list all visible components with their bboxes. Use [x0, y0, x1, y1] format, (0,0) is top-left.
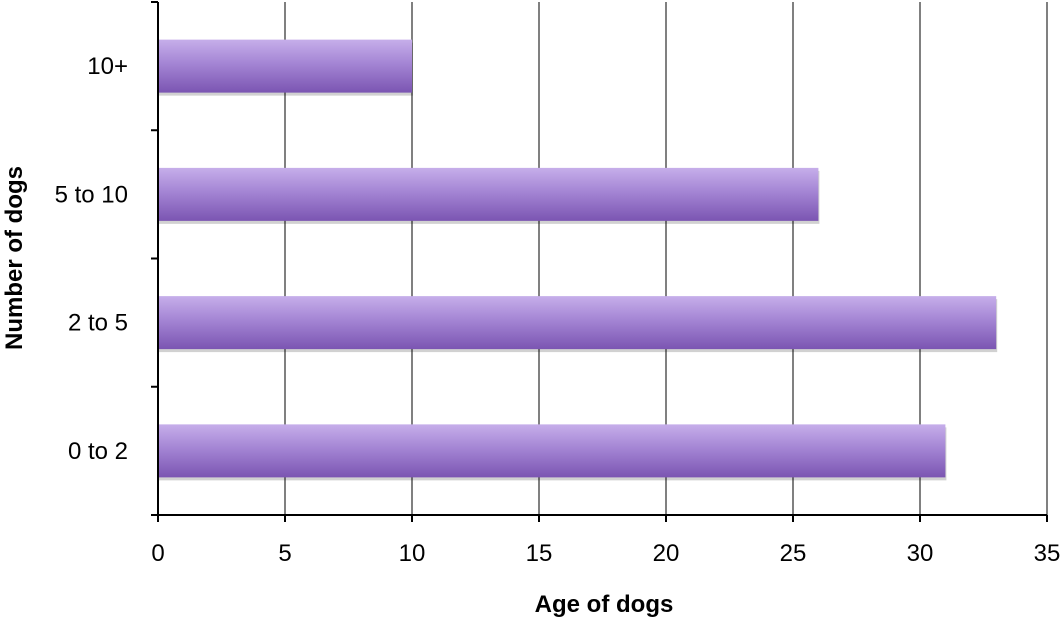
y-tick-label: 10+ — [87, 53, 128, 80]
x-tick-label: 10 — [399, 540, 426, 567]
bar — [158, 296, 997, 350]
x-tick-label: 0 — [151, 540, 164, 567]
y-axis-title: Number of dogs — [1, 166, 28, 350]
bar — [158, 167, 819, 221]
bars — [158, 39, 998, 481]
x-tick-label: 35 — [1034, 540, 1061, 567]
y-tick-label: 5 to 10 — [55, 181, 128, 208]
x-axis-title: Age of dogs — [535, 591, 674, 618]
x-tick-label: 5 — [278, 540, 291, 567]
tick-labels: 0 to 2 2 to 5 5 to 10 10+ 0 5 10 15 20 25 30 35 — [55, 53, 1061, 567]
y-tick-label: 0 to 2 — [68, 438, 128, 465]
x-tick-label: 25 — [780, 540, 807, 567]
x-tick-label: 30 — [907, 540, 934, 567]
x-tick-label: 20 — [653, 540, 680, 567]
bar — [158, 424, 946, 478]
axes — [151, 1, 1048, 522]
x-tick-label: 15 — [526, 540, 553, 567]
bar — [158, 39, 412, 93]
y-tick-label: 2 to 5 — [68, 310, 128, 337]
